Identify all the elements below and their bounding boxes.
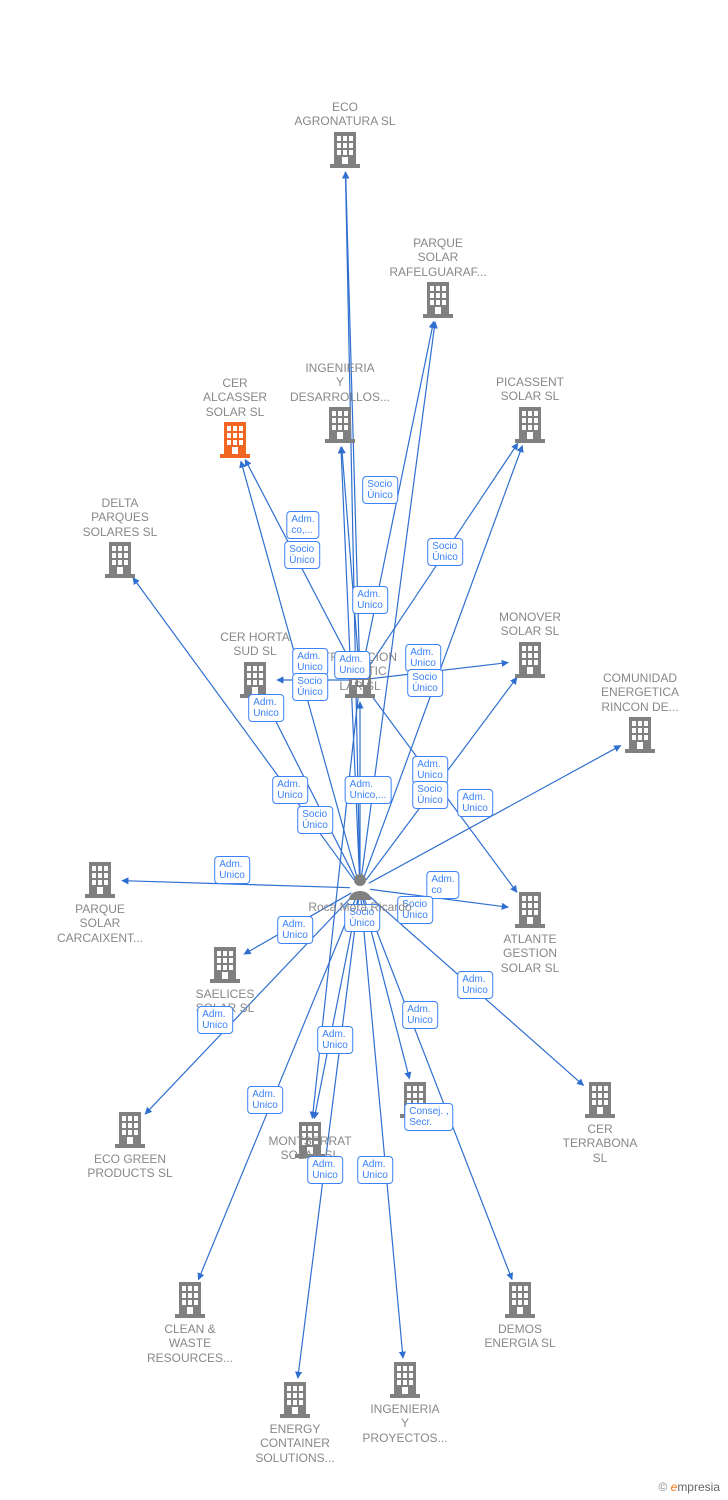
company-label-cer_alcasser: CER ALCASSER SOLAR SL [203, 376, 267, 419]
company-node-ingenieria_des[interactable] [325, 407, 355, 443]
company-node-demos_energia[interactable] [505, 1282, 535, 1318]
edge-label-14: Adm. Unico,... [345, 776, 392, 804]
company-label-eco_agronatura: ECO AGRONATURA SL [294, 100, 395, 129]
company-node-atlante[interactable] [515, 892, 545, 928]
edge-label-7: Socio Único [292, 673, 328, 701]
copyright: © empresia [658, 1480, 720, 1494]
company-label-cer_terrabona: CER TERRABONA SL [563, 1122, 638, 1165]
company-label-parque_carcaix: PARQUE SOLAR CARCAIXENT... [57, 902, 143, 945]
company-label-delta_parques: DELTA PARQUES SOLARES SL [83, 496, 158, 539]
company-node-eco_green[interactable] [115, 1112, 145, 1148]
edge-label-24: Adm. Unico [402, 1001, 438, 1029]
company-label-ingenieria_des: INGENIERIA Y DESARROLLOS... [290, 361, 390, 404]
edge-label-10: Socio Único [407, 669, 443, 697]
company-node-energy_container[interactable] [280, 1382, 310, 1418]
edge-label-12: Socio Único [412, 781, 448, 809]
edge-label-8: Adm. Unico [248, 694, 284, 722]
company-node-cer_horta[interactable] [240, 662, 270, 698]
edge-label-5: Adm. Unico [334, 651, 370, 679]
company-label-demos_energia: DEMOS ENERGIA SL [484, 1322, 555, 1351]
network-canvas [0, 0, 728, 1500]
edge-label-21: Adm. Unico [277, 916, 313, 944]
company-node-saelices[interactable] [210, 947, 240, 983]
edge [361, 898, 403, 1358]
company-node-picassent[interactable] [515, 407, 545, 443]
edge-label-16: Socio Único [297, 806, 333, 834]
company-label-picassent: PICASSENT SOLAR SL [496, 375, 564, 404]
company-node-parque_carcaix[interactable] [85, 862, 115, 898]
edge-label-4: Adm. Unico [352, 586, 388, 614]
center-label-text: Roca Mora Ricardo [308, 900, 411, 914]
company-label-atlante: ATLANTE GESTION SOLAR SL [501, 932, 560, 975]
edge-label-15: Adm. Unico [272, 776, 308, 804]
edge-label-17: Adm. Unico [214, 856, 250, 884]
center-person-label: Roca Mora Ricardo [308, 900, 411, 914]
company-node-cer_terrabona[interactable] [585, 1082, 615, 1118]
company-label-monover: MONOVER SOLAR SL [499, 610, 561, 639]
company-label-ingenieria_proy: INGENIERIA Y PROYECTOS... [362, 1402, 447, 1445]
company-node-delta_parques[interactable] [105, 542, 135, 578]
company-node-parque_rafel[interactable] [423, 282, 453, 318]
edge [133, 578, 354, 880]
edge-label-25: Adm. Unico [317, 1026, 353, 1054]
edge-label-27: Consej. , Secr. [404, 1103, 453, 1131]
edge-label-2: Socio Único [284, 541, 320, 569]
edge-label-23: Adm. Unico [197, 1006, 233, 1034]
company-label-clean_waste: CLEAN & WASTE RESOURCES... [147, 1322, 233, 1365]
company-node-eco_agronatura[interactable] [330, 132, 360, 168]
edge-label-13: Adm. Unico [457, 789, 493, 817]
company-label-eco_green: ECO GREEN PRODUCTS SL [87, 1152, 172, 1181]
company-node-clean_waste[interactable] [175, 1282, 205, 1318]
edge-label-18: Adm. co [426, 871, 459, 899]
edge-label-9: Adm. Unico [405, 644, 441, 672]
company-node-monover[interactable] [515, 642, 545, 678]
company-label-parque_rafel: PARQUE SOLAR RAFELGUARAF... [389, 236, 486, 279]
edge-label-29: Adm. Unico [357, 1156, 393, 1184]
company-node-cer_alcasser[interactable] [220, 422, 250, 458]
company-label-cer_horta: CER HORTA SUD SL [220, 630, 290, 659]
edge-label-11: Adm. Unico [412, 756, 448, 784]
company-node-comunidad[interactable] [625, 717, 655, 753]
edge [364, 897, 512, 1279]
edge-label-6: Adm. Unico [292, 648, 328, 676]
edge-label-0: Socio Único [362, 476, 398, 504]
edge-label-26: Adm. Unico [247, 1086, 283, 1114]
company-label-comunidad: COMUNIDAD ENERGETICA RINCON DE... [601, 671, 679, 714]
edge-label-1: Adm. co,... [286, 511, 319, 539]
company-label-energy_container: ENERGY CONTAINER SOLUTIONS... [255, 1422, 334, 1465]
company-node-ingenieria_proy[interactable] [390, 1362, 420, 1398]
edge-label-28: Adm. Unico [307, 1156, 343, 1184]
edge-label-3: Socio Único [427, 538, 463, 566]
edge-label-22: Adm. Unico [457, 971, 493, 999]
